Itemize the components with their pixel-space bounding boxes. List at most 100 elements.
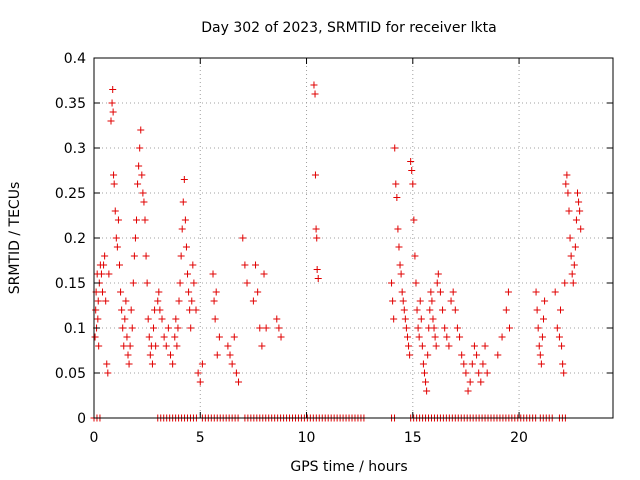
data-point [179,198,187,206]
data-point [414,324,422,332]
data-point [126,342,134,350]
data-point [125,360,133,368]
data-point [211,315,219,323]
data-point [409,180,417,188]
data-point [413,306,421,314]
data-point [434,270,442,278]
data-point [144,315,152,323]
data-point [109,86,117,93]
data-point [553,324,561,332]
data-point [94,297,102,305]
data-point [405,342,413,350]
data-point [103,360,111,368]
data-point [569,279,577,287]
data-point [468,360,476,368]
data-point [129,279,137,287]
data-point [91,333,99,341]
data-point [397,270,405,278]
data-point [433,279,441,287]
data-point [112,234,120,242]
data-point [116,261,124,269]
data-point [498,333,506,341]
data-point [398,288,406,296]
data-point [426,306,434,314]
data-point [400,306,408,314]
data-point [558,342,566,350]
data-point [188,297,196,305]
data-point [406,351,414,359]
data-point [176,279,184,287]
data-point [177,252,185,260]
data-point [537,360,545,368]
data-point [108,99,116,107]
y-tick-label: 0 [77,411,86,427]
x-tick-label: 20 [510,430,528,446]
data-point [107,117,115,125]
data-point [190,279,198,287]
data-point [555,333,563,341]
data-point [110,180,118,188]
data-point [187,324,195,332]
data-point [541,297,549,305]
data-point [394,225,402,233]
data-point [570,261,578,269]
data-point [196,378,204,386]
data-point [162,342,170,350]
data-point [92,306,100,314]
data-point [127,306,135,314]
data-point [417,315,425,323]
data-point [99,288,107,296]
data-point [477,378,485,386]
data-point [577,225,585,233]
data-point [120,342,128,350]
data-point [470,342,478,350]
x-tick-label: 0 [90,430,99,446]
data-point [164,324,172,332]
data-point [102,297,110,305]
data-point [175,297,183,305]
data-point [114,216,122,224]
data-point [562,180,570,188]
data-point [456,333,464,341]
data-point [423,387,431,395]
data-point [235,378,243,386]
y-tick-label: 0.25 [55,186,86,202]
grid-lines [94,58,613,418]
data-point [314,275,322,282]
data-point [277,333,285,341]
data-point [252,261,260,269]
data-point [483,369,491,377]
y-tick-label: 0.35 [55,96,86,112]
data-point [311,171,319,179]
data-point [185,288,193,296]
data-point [568,270,576,278]
data-point [557,306,565,314]
data-point [473,351,481,359]
data-point [559,360,567,368]
data-point [210,297,218,305]
data-point [445,342,453,350]
data-point [152,342,160,350]
data-point [118,306,126,314]
y-tick-label: 0.3 [64,141,86,157]
data-point [117,288,125,296]
data-point [230,333,238,341]
data-point [458,351,466,359]
data-point [100,261,108,269]
data-point [104,369,112,377]
data-point [475,369,483,377]
data-point [479,360,487,368]
data-point [567,252,575,260]
data-point [563,171,571,179]
data-point [565,207,573,215]
data-point [160,333,168,341]
data-point [439,306,447,314]
data-point [453,324,461,332]
data-point [232,369,240,377]
data-point [128,324,136,332]
data-point [451,306,459,314]
data-point [416,297,424,305]
y-tick-label: 0.4 [64,51,86,67]
data-point [213,351,221,359]
data-point [411,252,419,260]
